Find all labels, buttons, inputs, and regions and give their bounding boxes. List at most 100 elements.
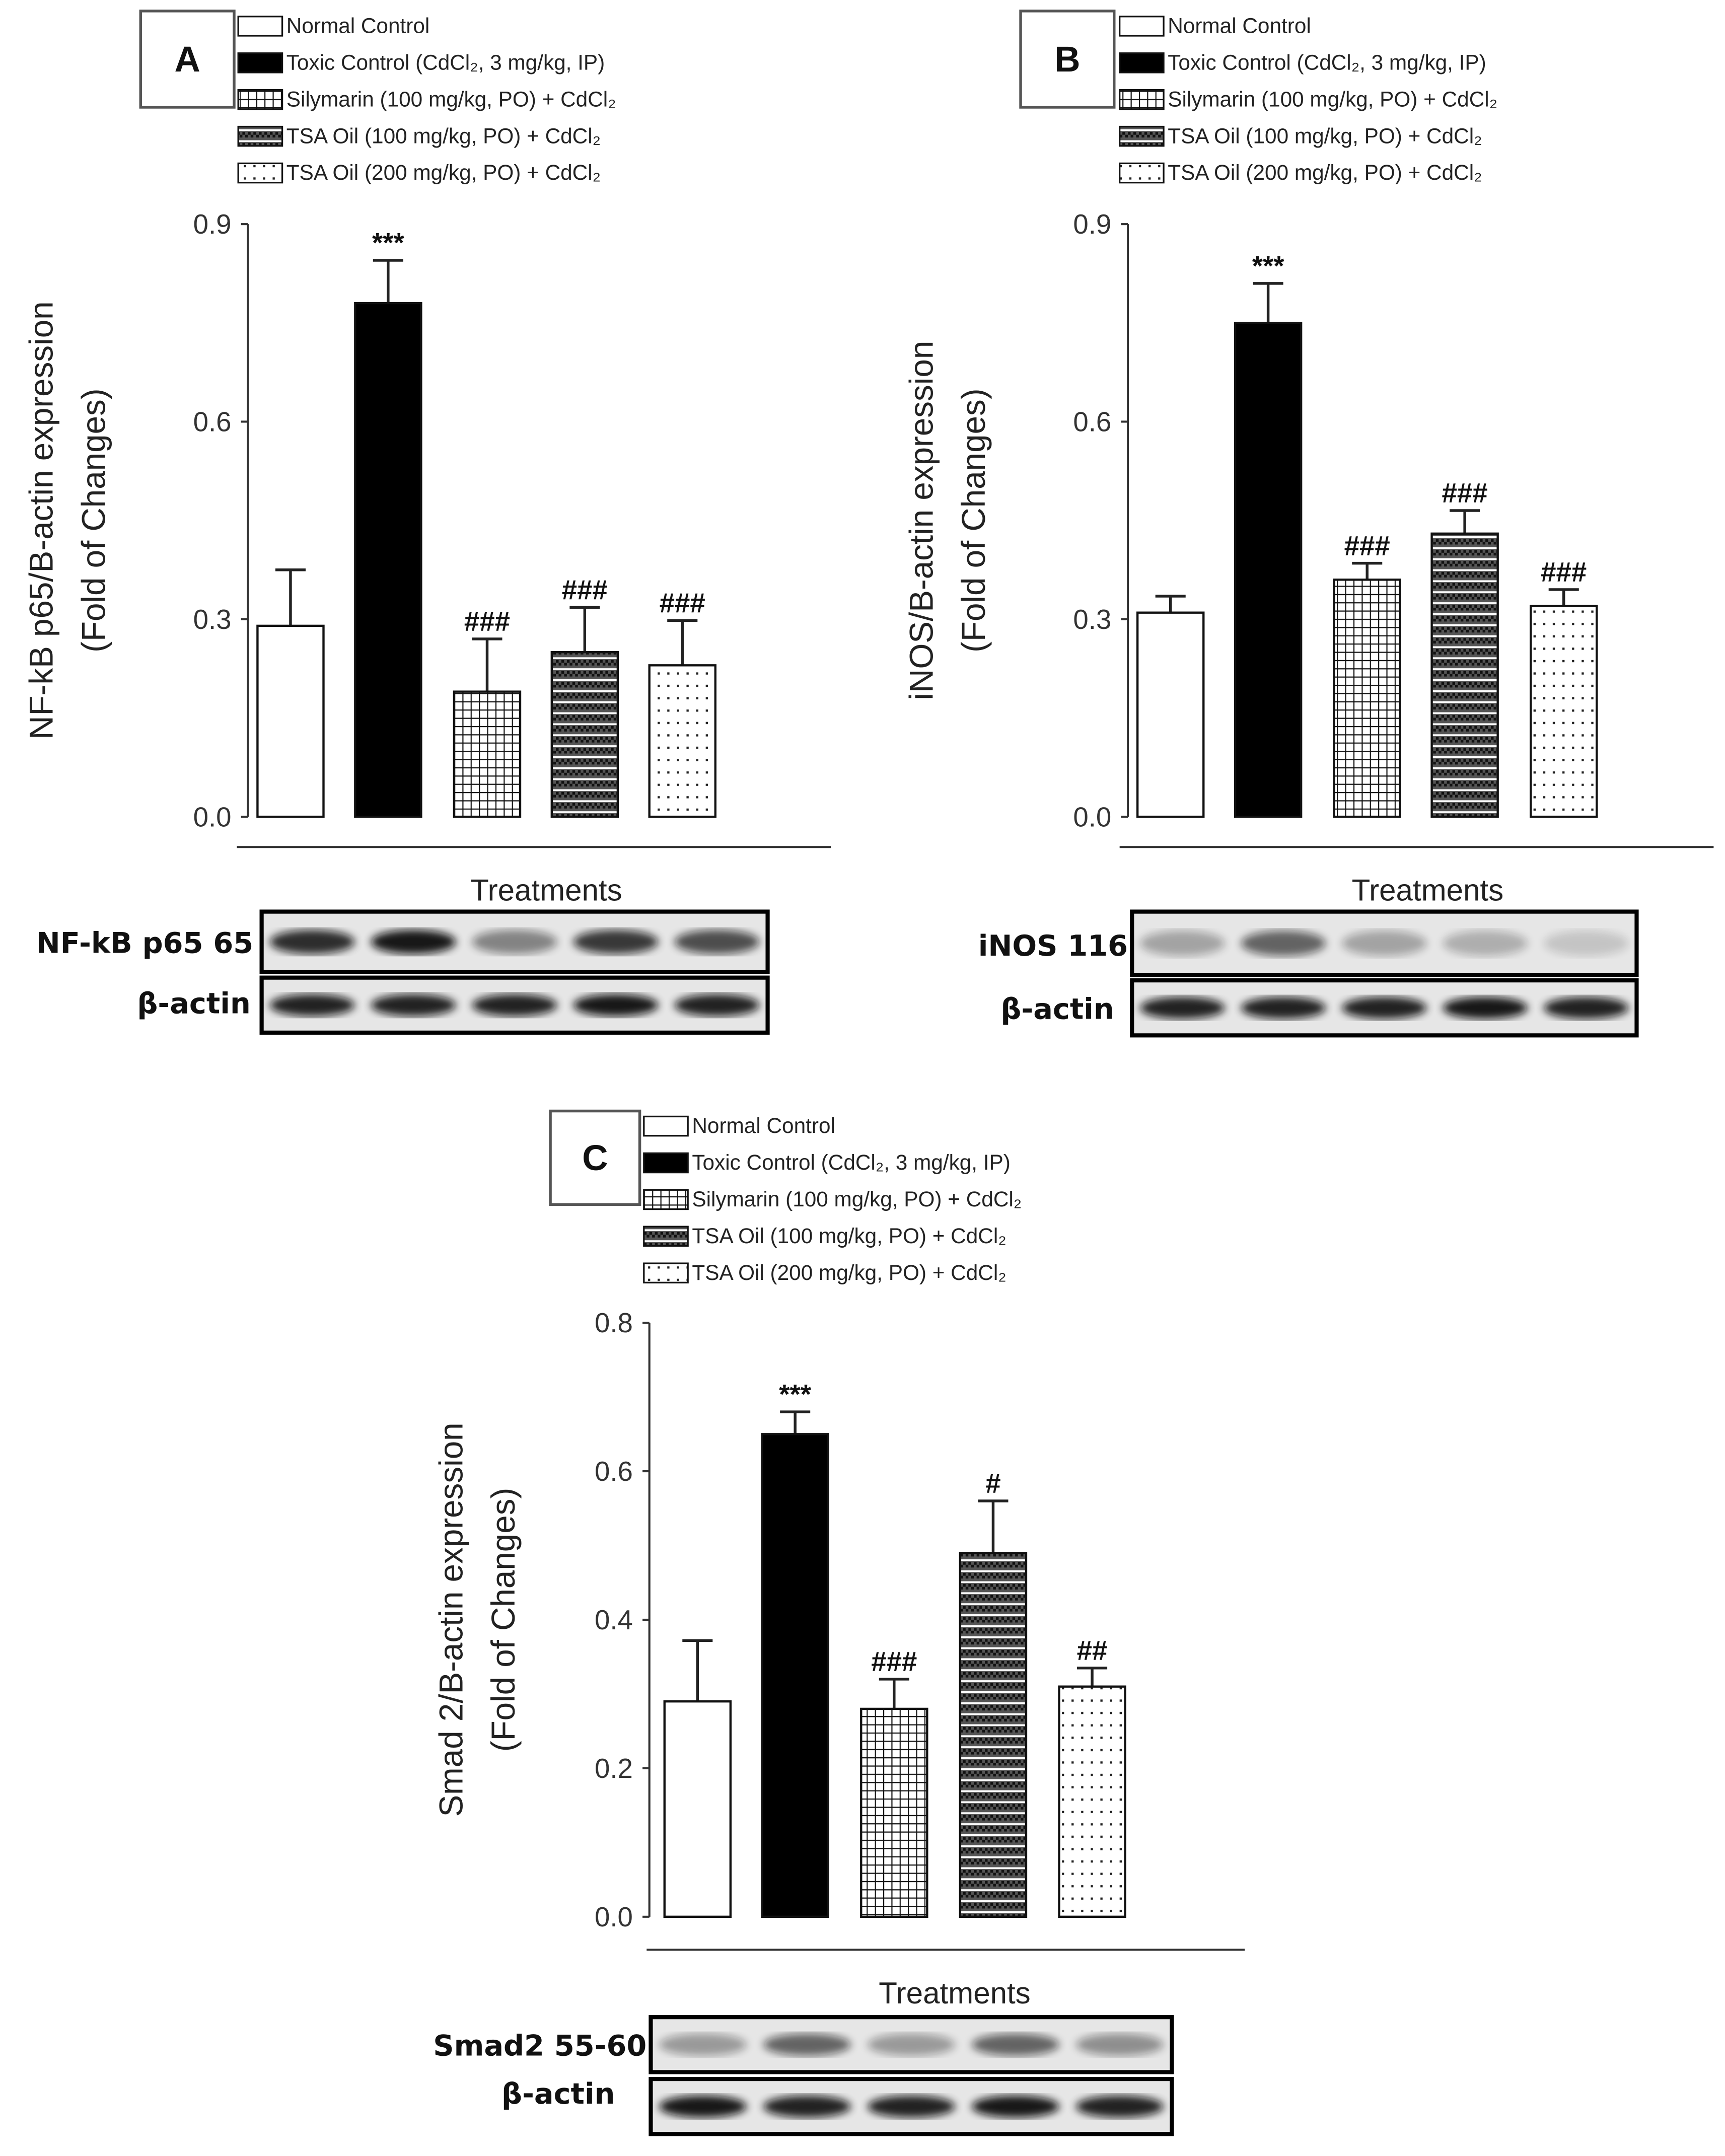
legend-swatch	[237, 52, 283, 74]
y-tick-label: 0.0	[1073, 802, 1111, 832]
significance-label: ###	[871, 1646, 917, 1677]
blot-label: iNOS 116	[978, 929, 1128, 963]
y-axis-label: Smad 2/B-actin expression	[433, 1422, 469, 1817]
legend-swatch	[643, 1226, 689, 1247]
panel-b: B Normal Control Toxic Control (CdCl₂, 3 m…	[903, 10, 1714, 1038]
significance-label: ###	[1541, 557, 1587, 588]
blot-band	[269, 929, 355, 954]
y-tick-label: 0.6	[595, 1456, 633, 1487]
bar	[1430, 532, 1499, 818]
significance-label: ###	[562, 574, 608, 605]
blot-band	[763, 2095, 851, 2118]
blot-band	[573, 994, 659, 1017]
legend-label: TSA Oil (200 mg/kg, PO) + CdCl₂	[1168, 161, 1482, 184]
blot-band	[674, 929, 760, 954]
significance-label: ###	[1442, 478, 1488, 509]
legend-swatch	[1119, 52, 1165, 74]
blot-band	[1342, 930, 1427, 956]
bar	[663, 1700, 732, 1918]
x-axis-label: Treatments	[1352, 874, 1504, 907]
legend-swatch	[237, 125, 283, 147]
bar	[648, 664, 716, 818]
blot-label: β-actin	[137, 987, 250, 1021]
blot-band	[972, 2095, 1059, 2118]
x-axis-label: Treatments	[879, 1976, 1031, 2010]
y-tick-label: 0.6	[1073, 407, 1111, 438]
panel-label-box	[139, 10, 236, 109]
legend-swatch	[237, 162, 283, 184]
blot-label: Smad2 55-60	[433, 2029, 646, 2063]
blot-band	[659, 2095, 747, 2118]
legend-label: Toxic Control (CdCl₂, 3 mg/kg, IP)	[1168, 50, 1486, 74]
significance-label: ##	[1077, 1635, 1108, 1666]
bar	[256, 624, 325, 818]
legend-label: Silymarin (100 mg/kg, PO) + CdCl₂	[1168, 87, 1497, 111]
legend: Normal Control Toxic Control (CdCl₂, 3 mg…	[643, 1114, 1022, 1284]
legend-swatch	[1119, 162, 1165, 184]
blot-band	[659, 2033, 747, 2056]
western-blot-beta-actin	[259, 975, 770, 1035]
blot-label: β-actin	[501, 2077, 615, 2111]
blot-band	[972, 2033, 1059, 2056]
y-tick-label: 0.4	[595, 1605, 633, 1635]
blot-band	[371, 994, 456, 1017]
bar	[959, 1552, 1028, 1918]
panel-label: A	[175, 40, 200, 80]
bar	[761, 1433, 829, 1918]
blot-band	[674, 994, 760, 1017]
y-tick-label: 0.9	[193, 209, 232, 240]
blot-band	[371, 929, 456, 954]
bar	[453, 690, 522, 818]
blot-label: β-actin	[1000, 992, 1114, 1026]
legend-swatch	[1119, 16, 1165, 37]
blot-band	[1241, 996, 1326, 1019]
significance-label: ###	[1344, 530, 1390, 561]
legend-swatch	[1119, 125, 1165, 147]
y-axis-label-units: (Fold of Changes)	[75, 388, 112, 653]
y-tick-label: 0.8	[595, 1308, 633, 1338]
y-tick-label: 0.0	[595, 1902, 633, 1932]
bar	[860, 1707, 928, 1918]
blot-band	[1076, 2033, 1164, 2056]
blot-band	[1241, 930, 1326, 956]
y-tick-label: 0.3	[193, 604, 232, 635]
legend-swatch	[237, 89, 283, 110]
blot-band	[868, 2033, 955, 2056]
blot-band	[1544, 930, 1629, 956]
western-blot-target	[1130, 909, 1639, 977]
legend-label: Normal Control	[692, 1114, 835, 1137]
blot-band	[763, 2033, 851, 2056]
significance-label: #	[985, 1468, 1000, 1499]
blot-band	[1544, 996, 1629, 1019]
blot-band	[269, 994, 355, 1017]
blot-band	[1443, 930, 1528, 956]
significance-label: ***	[372, 228, 405, 258]
y-axis-label-units: (Fold of Changes)	[485, 1488, 522, 1752]
bar	[1333, 579, 1401, 818]
x-axis-label: Treatments	[470, 874, 622, 907]
legend-swatch	[643, 1115, 689, 1137]
blot-band	[472, 929, 557, 954]
blot-band	[1443, 996, 1528, 1019]
y-tick-label: 0.3	[1073, 604, 1111, 635]
panel-label: B	[1054, 40, 1080, 80]
western-blot-target	[649, 2015, 1174, 2074]
legend-swatch	[643, 1189, 689, 1210]
legend-label: TSA Oil (100 mg/kg, PO) + CdCl₂	[286, 124, 601, 148]
y-tick-label: 0.9	[1073, 209, 1111, 240]
bar	[1058, 1685, 1126, 1918]
bar	[1136, 611, 1205, 818]
legend-swatch	[237, 16, 283, 37]
legend-label: Silymarin (100 mg/kg, PO) + CdCl₂	[286, 87, 616, 111]
legend-label: Normal Control	[1168, 14, 1311, 38]
legend-swatch	[643, 1152, 689, 1174]
legend-label: TSA Oil (200 mg/kg, PO) + CdCl₂	[692, 1261, 1006, 1284]
western-blot-target	[259, 909, 770, 974]
significance-label: ###	[464, 606, 510, 637]
y-tick-label: 0.2	[595, 1753, 633, 1784]
y-tick-label: 0.0	[193, 802, 232, 832]
significance-label: ***	[1252, 250, 1285, 281]
panel-a: A Normal Control Toxic Control (CdCl₂, 3 m…	[23, 10, 831, 1035]
legend: Normal Control Toxic Control (CdCl₂, 3 mg…	[1119, 14, 1497, 184]
bar	[550, 651, 619, 818]
